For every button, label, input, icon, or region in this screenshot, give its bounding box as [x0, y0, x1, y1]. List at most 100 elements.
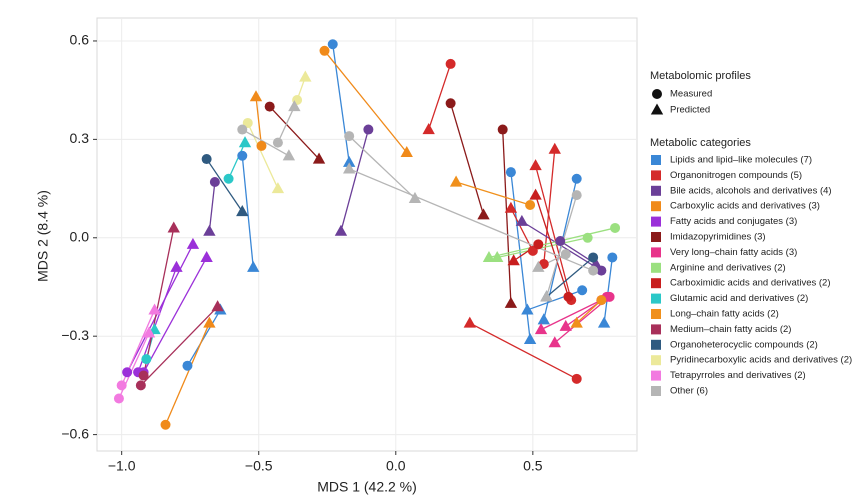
legend-label: Long–chain fatty acids (2) [670, 309, 779, 320]
predicted-point [343, 155, 356, 167]
legend-swatch [651, 247, 661, 258]
legend-label: Organonitrogen compounds (5) [670, 170, 802, 181]
x-tick-label: −1.0 [108, 458, 136, 474]
measured-point [160, 419, 171, 430]
measured-point [201, 154, 212, 165]
measured-point [497, 124, 508, 135]
predicted-point [534, 323, 548, 335]
y-tick-label: 0.0 [70, 228, 90, 244]
predicted-point [203, 224, 216, 236]
pair-link [540, 299, 602, 331]
legend-swatch [651, 232, 661, 242]
predicted-point [482, 250, 496, 263]
legend-predicted-symbol [650, 103, 664, 115]
legend-label: Fatty acids and conjugates (3) [670, 216, 797, 227]
y-tick-label: −0.6 [61, 425, 89, 441]
pair-link [241, 155, 254, 268]
predicted-point [170, 260, 183, 272]
pair-link [348, 168, 594, 272]
pair-link [455, 181, 531, 206]
measured-point [116, 380, 127, 391]
measured-point [505, 167, 516, 178]
legend-label: Predicted [670, 105, 710, 116]
pair-link [247, 122, 279, 189]
legend-label: Arginine and derivatives (2) [670, 262, 786, 273]
measured-point [577, 285, 588, 296]
predicted-point [408, 191, 422, 203]
predicted-point [249, 90, 263, 102]
x-tick-label: −0.5 [245, 458, 273, 474]
measured-point [527, 245, 538, 256]
legend-swatch [651, 324, 661, 335]
legend-label: Carboximidic acids and derivatives (2) [670, 278, 831, 289]
pair-link [126, 244, 194, 373]
predicted-point [504, 201, 518, 213]
predicted-point [203, 316, 216, 328]
predicted-point [570, 316, 583, 328]
legend-swatch [651, 370, 661, 381]
predicted-point [477, 208, 490, 220]
legend-label: Imidazopyrimidines (3) [670, 232, 766, 243]
predicted-point [597, 316, 611, 328]
pair-link [186, 309, 221, 367]
measured-point [264, 101, 275, 112]
legend-label: Medium–chain fatty acids (2) [670, 324, 791, 335]
pair-link [546, 256, 594, 298]
predicted-point [238, 136, 252, 148]
measured-point [588, 265, 599, 276]
pair-link [227, 142, 246, 180]
predicted-point [449, 175, 463, 187]
legend-label: Very long–chain fatty acids (3) [670, 247, 797, 258]
measured-point [445, 58, 456, 69]
legend-label: Glutamic acid and derivatives (2) [670, 293, 808, 304]
pair-link [143, 257, 208, 373]
predicted-point [504, 296, 518, 308]
predicted-point [400, 145, 413, 158]
pair-link [534, 194, 570, 298]
measured-point [209, 177, 220, 188]
measured-point [571, 173, 582, 184]
legend-label: Lipids and lipid–like molecules (7) [670, 155, 812, 166]
predicted-point [529, 159, 542, 171]
pair-link [269, 106, 320, 160]
y-tick-label: 0.6 [70, 32, 90, 48]
predicted-point [521, 303, 534, 315]
measured-point [533, 239, 544, 250]
pair-link [428, 63, 452, 130]
predicted-point [142, 326, 156, 338]
pair-link [545, 194, 578, 298]
predicted-point [211, 300, 224, 312]
measured-point [363, 124, 374, 135]
legend-label: Bile acids, alcohols and derivatives (4) [670, 185, 832, 196]
pair-link [488, 227, 616, 259]
legend-swatch [651, 201, 661, 212]
x-tick-label: 0.0 [386, 458, 406, 474]
predicted-point [288, 100, 301, 112]
predicted-point [559, 319, 572, 331]
legend-label: Organoheterocyclic compounds (2) [670, 339, 818, 350]
pair-link [206, 158, 243, 212]
pair-link [142, 227, 175, 376]
legend-swatch [651, 386, 661, 396]
measured-point [607, 252, 618, 263]
legend-label: Carboxylic acids and derivatives (3) [670, 201, 820, 212]
pair-link [576, 299, 602, 324]
legend-title: Metabolic categories [650, 137, 751, 149]
legend-label: Other (6) [670, 386, 708, 397]
predicted-point [334, 224, 348, 236]
legend-swatch [651, 339, 661, 350]
legend-swatch [651, 293, 661, 304]
predicted-point [491, 250, 504, 263]
measured-point [327, 39, 338, 50]
predicted-point [548, 142, 561, 154]
pair-link [603, 257, 613, 324]
predicted-point [507, 254, 520, 266]
measured-point [122, 367, 133, 378]
measured-point [588, 252, 599, 263]
predicted-point [532, 260, 545, 272]
predicted-point [537, 313, 550, 325]
legend-swatch [651, 309, 661, 319]
legend-swatch [651, 185, 661, 196]
legend-swatch [651, 155, 661, 165]
measured-point [563, 291, 574, 302]
